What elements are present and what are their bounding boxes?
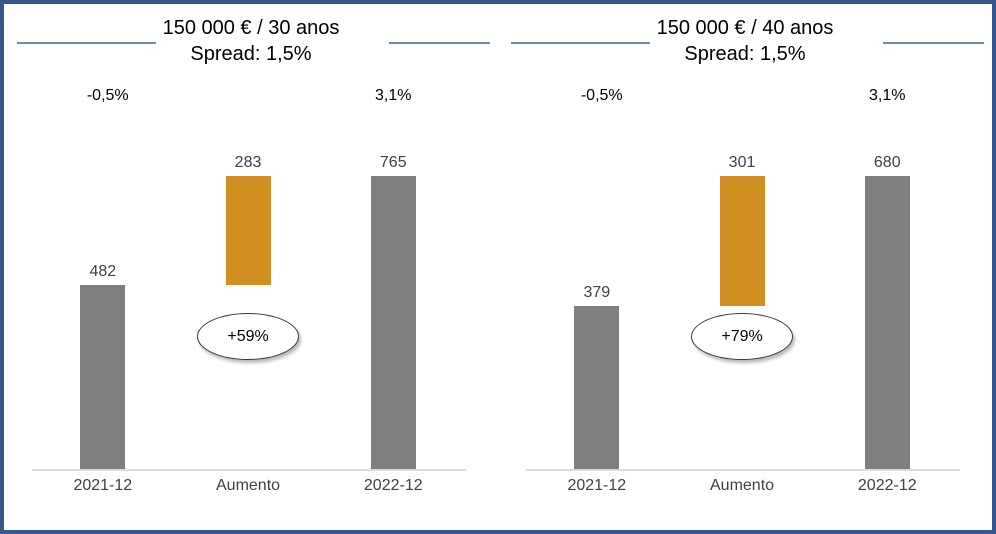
chart-panel-150k-40anos: 150 000 € / 40 anos Spread: 1,5% -0,5% 3… [498,4,992,530]
x-axis-line [526,469,960,471]
rate-label-2022: 3,1% [375,87,412,104]
plot-area: 482 283 765 [4,4,498,530]
bar-aumento [225,176,271,285]
bar-2022-12 [370,176,416,470]
x-axis-line [32,469,466,471]
rate-label-2021: -0,5% [580,87,623,104]
chart-title: 150 000 € / 30 anos [162,17,340,39]
bar-2022-12 [864,176,910,470]
bar-value-label: 283 [234,154,262,171]
x-label-2022-12: 2022-12 [857,477,917,494]
bar-value-label: 680 [873,154,901,171]
chart-subtitle: Spread: 1,5% [190,43,312,65]
x-label-2021-12: 2021-12 [567,477,627,494]
chart-panel-150k-30anos: 150 000 € / 30 anos Spread: 1,5% -0,5% 3… [4,4,498,530]
chart-subtitle: Spread: 1,5% [684,43,806,65]
rate-label-2021: -0,5% [86,87,129,104]
title-rule-left [17,42,156,44]
plot-area: 379 301 680 [498,4,992,530]
x-label-2021-12: 2021-12 [73,477,133,494]
chart-title: 150 000 € / 40 anos [656,17,834,39]
rate-label-2022: 3,1% [869,87,906,104]
x-label-aumento: Aumento [710,477,775,494]
bar-aumento [719,176,765,307]
bar-2021-12 [574,306,620,470]
title-rule-right [389,42,490,44]
increase-badge-ellipse: +79% [691,313,794,360]
bar-value-label: 765 [379,154,407,171]
bar-value-label: 301 [728,154,756,171]
bar-value-label: 482 [89,262,117,280]
x-label-aumento: Aumento [216,477,281,494]
title-rule-right [883,42,984,44]
bar-value-label: 379 [583,284,611,302]
chart-header: 150 000 € / 40 anos Spread: 1,5% [498,15,992,67]
x-label-2022-12: 2022-12 [363,477,423,494]
title-rule-left [511,42,650,44]
bar-2021-12 [80,284,126,470]
chart-header: 150 000 € / 30 anos Spread: 1,5% [4,15,498,67]
increase-badge-ellipse: +59% [197,313,300,360]
